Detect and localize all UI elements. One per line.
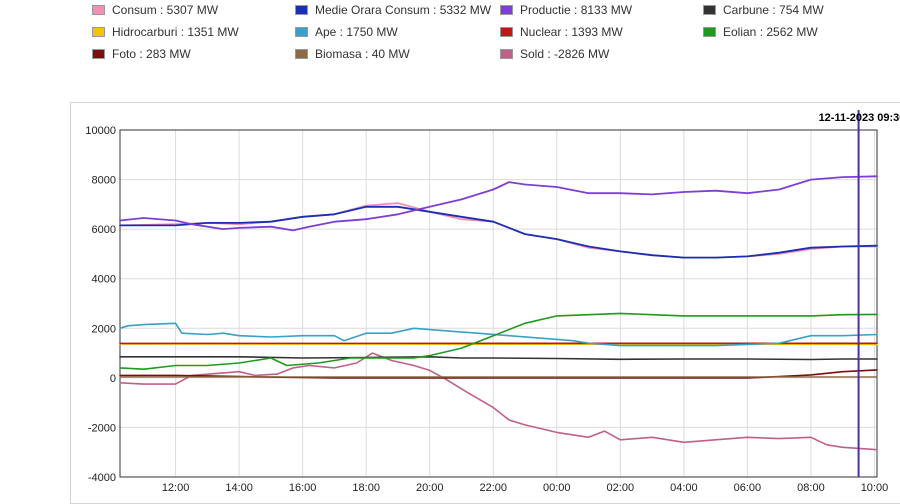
x-tick-label: 06:00 (734, 482, 762, 493)
x-tick-label: 04:00 (670, 482, 698, 493)
x-tick-label: 10:00 (861, 482, 889, 493)
line-chart: -4000 -2000 0 2000 4000 6000 8000 10000 12:00 14:… (0, 0, 900, 493)
y-tick-label: 0 (110, 373, 116, 385)
y-tick-label: 8000 (92, 175, 116, 187)
x-tick-label: 18:00 (352, 482, 380, 493)
y-tick-label: 4000 (92, 274, 116, 286)
y-tick-label: 2000 (92, 323, 116, 335)
x-tick-label: 02:00 (607, 482, 635, 493)
y-tick-label: 10000 (85, 125, 116, 137)
x-tick-label: 22:00 (479, 482, 507, 493)
y-tick-label: -2000 (88, 422, 116, 434)
y-tick-label: -4000 (88, 472, 116, 484)
x-tick-label: 16:00 (289, 482, 317, 493)
y-tick-label: 6000 (92, 224, 116, 236)
x-tick-label: 08:00 (797, 482, 825, 493)
x-tick-label: 12:00 (162, 482, 190, 493)
timestamp-label: 12-11-2023 09:30 (819, 112, 900, 124)
x-tick-label: 14:00 (225, 482, 253, 493)
x-tick-label: 20:00 (416, 482, 444, 493)
plot-area (120, 130, 877, 477)
x-tick-label: 00:00 (543, 482, 571, 493)
